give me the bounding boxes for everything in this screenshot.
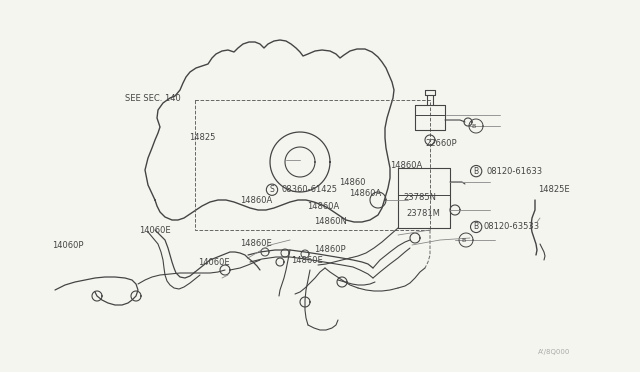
Text: 14825: 14825 [189, 133, 215, 142]
Text: 22660P: 22660P [426, 139, 457, 148]
Text: 14860: 14860 [339, 178, 365, 187]
Text: 14060P: 14060P [52, 241, 84, 250]
Text: 14860A: 14860A [240, 196, 272, 205]
Text: 14860A: 14860A [390, 161, 422, 170]
Text: B: B [474, 222, 479, 231]
Text: 08120-63533: 08120-63533 [483, 222, 540, 231]
Text: S: S [269, 185, 275, 194]
Text: B: B [472, 124, 476, 128]
Text: SEE SEC. 140: SEE SEC. 140 [125, 94, 180, 103]
Text: 14860N: 14860N [314, 217, 346, 226]
Text: B: B [474, 167, 479, 176]
Text: A'/8Q000: A'/8Q000 [538, 349, 570, 355]
Text: 08120-61633: 08120-61633 [486, 167, 543, 176]
Text: 08360-61425: 08360-61425 [282, 185, 338, 194]
Text: 14860E: 14860E [291, 256, 323, 265]
Text: B: B [462, 237, 466, 243]
Text: 14860E: 14860E [240, 239, 272, 248]
Text: 14860P: 14860P [314, 245, 345, 254]
Text: 14860A: 14860A [307, 202, 339, 211]
Text: 14060E: 14060E [198, 258, 230, 267]
Text: 23781M: 23781M [406, 209, 440, 218]
Text: 14860A: 14860A [349, 189, 381, 198]
Text: 14060E: 14060E [140, 226, 171, 235]
Text: 14825E: 14825E [538, 185, 569, 194]
Text: 23785N: 23785N [403, 193, 436, 202]
